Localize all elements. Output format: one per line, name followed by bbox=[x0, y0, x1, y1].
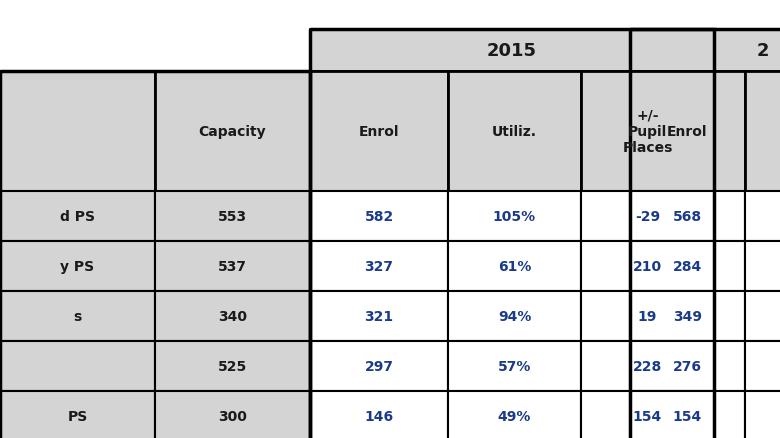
Text: 537: 537 bbox=[218, 259, 247, 273]
Text: Enrol: Enrol bbox=[359, 125, 399, 139]
Bar bbox=[155, 391, 310, 438]
Bar bbox=[0, 241, 155, 291]
Bar bbox=[448, 341, 581, 391]
Text: 210: 210 bbox=[633, 259, 662, 273]
Bar bbox=[310, 191, 448, 241]
Bar bbox=[0, 72, 155, 191]
Text: 2015: 2015 bbox=[487, 42, 537, 60]
Bar bbox=[581, 72, 714, 191]
Bar bbox=[310, 341, 448, 391]
Bar bbox=[310, 72, 448, 191]
Bar bbox=[155, 191, 310, 241]
Text: y PS: y PS bbox=[60, 259, 94, 273]
Bar bbox=[448, 191, 581, 241]
Text: +/-
Pupil
Places: +/- Pupil Places bbox=[622, 109, 672, 155]
Text: 525: 525 bbox=[218, 359, 247, 373]
Text: 57%: 57% bbox=[498, 359, 531, 373]
Bar bbox=[0, 72, 310, 438]
Text: 582: 582 bbox=[364, 209, 394, 223]
Text: 276: 276 bbox=[673, 359, 702, 373]
Bar bbox=[448, 72, 581, 191]
Text: PS: PS bbox=[67, 409, 87, 423]
Bar bbox=[745, 191, 780, 241]
Text: 284: 284 bbox=[673, 259, 702, 273]
Bar bbox=[581, 391, 714, 438]
Bar bbox=[310, 30, 714, 72]
Bar bbox=[310, 241, 448, 291]
Text: 61%: 61% bbox=[498, 259, 531, 273]
Text: 49%: 49% bbox=[498, 409, 531, 423]
Text: Capacity: Capacity bbox=[199, 125, 266, 139]
Bar bbox=[310, 391, 448, 438]
Text: 321: 321 bbox=[364, 309, 394, 323]
Text: d PS: d PS bbox=[60, 209, 95, 223]
Bar bbox=[745, 341, 780, 391]
Bar bbox=[155, 341, 310, 391]
Bar bbox=[448, 241, 581, 291]
Bar bbox=[448, 391, 581, 438]
Text: 553: 553 bbox=[218, 209, 247, 223]
Bar bbox=[155, 291, 310, 341]
Bar bbox=[745, 72, 780, 191]
Bar bbox=[581, 341, 714, 391]
Text: 154: 154 bbox=[673, 409, 702, 423]
Bar bbox=[630, 391, 745, 438]
Text: 105%: 105% bbox=[493, 209, 536, 223]
Bar bbox=[630, 72, 745, 191]
Text: Utiliz.: Utiliz. bbox=[492, 125, 537, 139]
Text: 19: 19 bbox=[638, 309, 658, 323]
Bar bbox=[310, 30, 714, 438]
Bar bbox=[581, 191, 714, 241]
Text: 297: 297 bbox=[364, 359, 393, 373]
Text: 568: 568 bbox=[673, 209, 702, 223]
Bar bbox=[630, 191, 745, 241]
Bar bbox=[630, 341, 745, 391]
Text: 154: 154 bbox=[633, 409, 662, 423]
Bar bbox=[155, 72, 310, 191]
Bar bbox=[745, 291, 780, 341]
Bar bbox=[448, 291, 581, 341]
Text: 94%: 94% bbox=[498, 309, 531, 323]
Text: 340: 340 bbox=[218, 309, 247, 323]
Bar bbox=[630, 30, 780, 438]
Text: -29: -29 bbox=[635, 209, 660, 223]
Text: s: s bbox=[73, 309, 82, 323]
Bar bbox=[630, 291, 745, 341]
Bar bbox=[0, 191, 155, 241]
Bar bbox=[155, 241, 310, 291]
Bar bbox=[581, 241, 714, 291]
Bar bbox=[581, 291, 714, 341]
Text: 327: 327 bbox=[364, 259, 393, 273]
Text: 2: 2 bbox=[757, 42, 769, 60]
Bar bbox=[0, 391, 155, 438]
Text: 228: 228 bbox=[633, 359, 662, 373]
Text: 300: 300 bbox=[218, 409, 247, 423]
Bar bbox=[310, 291, 448, 341]
Bar bbox=[630, 30, 780, 72]
Text: 349: 349 bbox=[673, 309, 702, 323]
Text: Enrol: Enrol bbox=[667, 125, 707, 139]
Bar bbox=[0, 341, 155, 391]
Bar bbox=[630, 241, 745, 291]
Bar bbox=[745, 391, 780, 438]
Bar bbox=[0, 291, 155, 341]
Text: 146: 146 bbox=[364, 409, 394, 423]
Bar bbox=[745, 241, 780, 291]
